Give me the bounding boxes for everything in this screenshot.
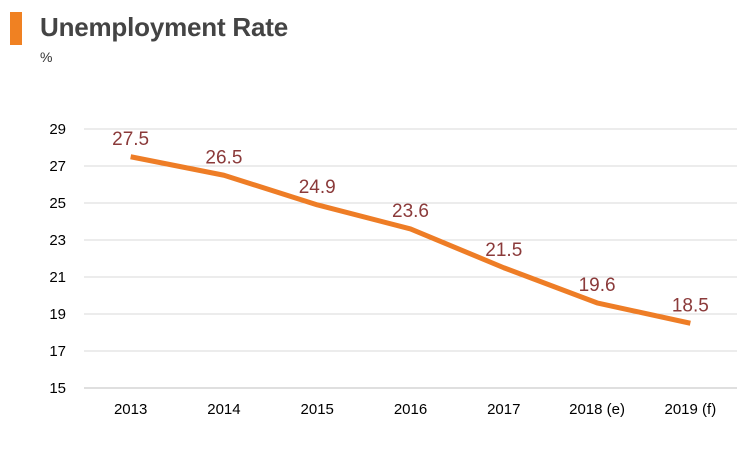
data-label: 27.5 — [112, 129, 149, 150]
data-label: 21.5 — [485, 240, 522, 261]
data-label: 24.9 — [299, 177, 336, 198]
y-tick-label: 23 — [49, 232, 66, 249]
data-label: 26.5 — [205, 147, 242, 168]
unit-label: % — [40, 49, 53, 65]
y-axis-ticks: 15 17 19 21 23 25 27 29 — [49, 121, 66, 397]
y-tick-label: 25 — [49, 195, 66, 212]
series-line — [130, 154, 691, 326]
series-group — [130, 154, 691, 326]
data-labels: 27.5 26.5 24.9 23.6 21.5 19.6 18.5 — [112, 129, 709, 317]
x-tick-label: 2014 — [207, 401, 240, 418]
x-tick-label: 2013 — [114, 401, 147, 418]
gridlines — [84, 128, 737, 389]
data-label: 19.6 — [579, 275, 616, 296]
y-tick-label: 29 — [49, 121, 66, 138]
x-tick-label: 2015 — [301, 401, 334, 418]
chart-title: Unemployment Rate — [40, 12, 288, 42]
x-tick-label: 2017 — [487, 401, 520, 418]
x-axis-ticks: 2013 2014 2015 2016 2017 2018 (e) 2019 (f) — [114, 401, 716, 418]
x-tick-label: 2016 — [394, 401, 427, 418]
title-accent-bar — [10, 12, 22, 45]
y-tick-label: 19 — [49, 306, 66, 323]
y-tick-label: 15 — [49, 380, 66, 397]
x-tick-label: 2018 (e) — [569, 401, 625, 418]
data-label: 23.6 — [392, 201, 429, 222]
y-tick-label: 17 — [49, 343, 66, 360]
x-tick-label: 2019 (f) — [665, 401, 717, 418]
y-tick-label: 21 — [49, 269, 66, 286]
y-tick-label: 27 — [49, 158, 66, 175]
data-label: 18.5 — [672, 295, 709, 316]
